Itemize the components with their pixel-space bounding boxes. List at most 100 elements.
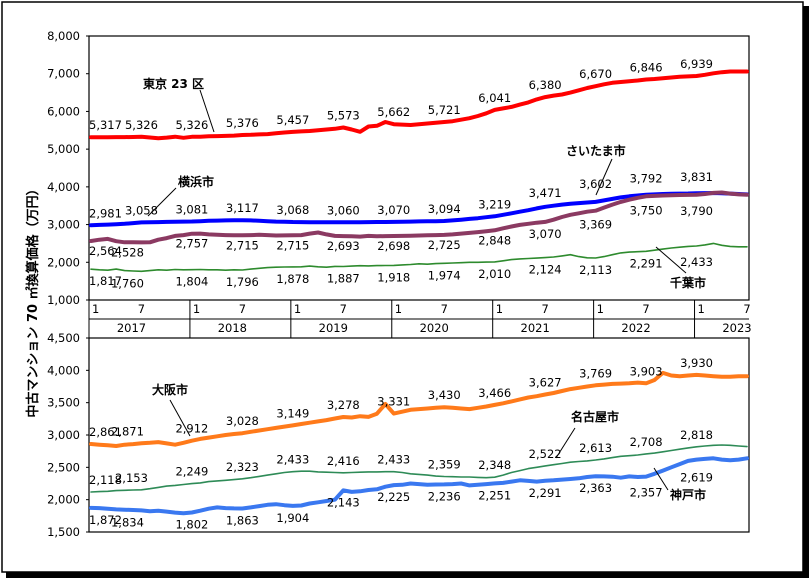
data-label-yokohama: 3,750	[630, 203, 663, 217]
data-label-kobe: 2,291	[529, 486, 562, 500]
data-label-tokyo-23: 6,670	[579, 67, 612, 81]
data-label-yokohama: 2,715	[276, 238, 309, 252]
y-tick-label: 3,000	[47, 428, 80, 442]
data-label-yokohama: 2,715	[226, 238, 259, 252]
data-label-chiba: 2,124	[529, 263, 562, 277]
x-tick-label: 7	[541, 302, 548, 316]
y-tick-label: 2,500	[47, 460, 80, 474]
series-line-osaka	[89, 370, 749, 448]
series-name-leader-nagoya	[555, 427, 576, 459]
data-label-yokohama: 2,757	[175, 237, 208, 251]
series-name-osaka: 大阪市	[152, 382, 188, 397]
data-label-kobe: 1,904	[276, 511, 309, 525]
series-name-yokohama: 横浜市	[178, 174, 214, 189]
series-line-tokyo-23	[89, 69, 749, 141]
data-label-chiba: 1,918	[377, 270, 410, 284]
x-tick-label: 7	[642, 302, 649, 316]
data-label-nagoya: 2,118	[89, 473, 122, 487]
series-name-leader-chiba	[655, 246, 687, 274]
y-axis-label: 中古マンション 70 ㎡換算価格（万円）	[25, 182, 41, 417]
data-label-chiba: 2,433	[680, 255, 713, 269]
data-label-kobe: 2,236	[428, 489, 461, 503]
series-line-chiba	[90, 242, 748, 273]
y-tick-label: 3,000	[47, 218, 80, 232]
x-tick-label: 7	[743, 302, 750, 316]
x-year-label: 2022	[621, 321, 650, 335]
y-tick-label: 6,000	[47, 104, 80, 118]
data-label-kobe: 2,363	[579, 481, 612, 495]
data-label-tokyo-23: 5,573	[327, 109, 360, 123]
data-label-osaka: 3,430	[428, 388, 461, 402]
top-chart: 1,000 2,000 3,000 4,000 5,000 6,000 7,000 8,000…	[47, 29, 749, 307]
series-name-leader-osaka	[169, 399, 191, 437]
data-label-saitama: 3,094	[428, 202, 461, 216]
series-name-tokyo-23: 東京 23 区	[143, 76, 204, 91]
data-label-kobe: 2,143	[327, 495, 360, 509]
data-label-osaka: 2,861	[89, 425, 122, 439]
data-label-kobe: 1,834	[111, 515, 144, 529]
x-tick-label: 1	[395, 302, 402, 316]
data-label-osaka: 2,912	[175, 422, 208, 436]
x-year-label: 2023	[722, 321, 751, 335]
series-name-leader-kobe	[653, 467, 669, 491]
data-label-tokyo-23: 5,326	[125, 118, 158, 132]
data-label-osaka: 3,466	[478, 386, 511, 400]
data-label-chiba: 1,796	[226, 275, 259, 289]
data-label-nagoya: 2,818	[680, 428, 713, 442]
data-label-nagoya: 2,433	[377, 453, 410, 467]
data-label-kobe: 1,863	[226, 514, 259, 528]
data-label-tokyo-23: 5,326	[175, 118, 208, 132]
x-year-label: 2017	[117, 321, 146, 335]
data-label-tokyo-23: 5,317	[89, 118, 122, 132]
series-line-kobe	[89, 456, 749, 516]
y-tick-label: 3,500	[47, 396, 80, 410]
y-tick-label: 8,000	[47, 29, 80, 43]
y-tick-label: 2,000	[47, 493, 80, 507]
bottom-chart: 1,500 2,000 2,500 3,000 3,500 4,000 4,500 2,861…	[47, 331, 749, 539]
data-label-nagoya: 2,708	[630, 435, 663, 449]
series-name-saitama: さいたま市	[566, 143, 626, 158]
data-label-chiba: 1,817	[89, 274, 122, 288]
data-label-chiba: 1,974	[428, 268, 461, 282]
x-year-label: 2021	[521, 321, 550, 335]
x-year-label: 2019	[319, 321, 348, 335]
bottom-plot-area	[88, 337, 750, 533]
series-name-kobe: 神戸市	[670, 487, 706, 502]
data-label-saitama: 3,831	[680, 170, 713, 184]
data-label-tokyo-23: 6,846	[630, 61, 663, 75]
data-label-chiba: 1,760	[111, 276, 144, 290]
data-label-nagoya: 2,416	[327, 454, 360, 468]
data-label-nagoya: 2,249	[175, 465, 208, 479]
series-line-yokohama	[89, 190, 749, 245]
data-label-kobe: 2,357	[630, 486, 663, 500]
data-label-saitama: 3,068	[276, 203, 309, 217]
y-tick-label: 1,000	[47, 293, 80, 307]
data-label-chiba: 1,878	[276, 272, 309, 286]
data-label-osaka: 3,903	[630, 364, 663, 378]
data-label-tokyo-23: 5,457	[276, 113, 309, 127]
x-tick-label: 7	[340, 302, 347, 316]
data-label-saitama: 2,981	[89, 206, 122, 220]
x-tick-label: 1	[92, 302, 99, 316]
data-label-yokohama: 2,564	[89, 244, 122, 258]
data-label-tokyo-23: 6,380	[529, 78, 562, 92]
y-tick-label: 4,000	[47, 180, 80, 194]
data-label-tokyo-23: 5,662	[377, 105, 410, 119]
data-label-nagoya: 2,323	[226, 460, 259, 474]
data-label-saitama: 3,081	[175, 203, 208, 217]
data-label-nagoya: 2,348	[478, 458, 511, 472]
data-label-yokohama: 3,790	[680, 204, 713, 218]
data-label-tokyo-23: 6,041	[478, 91, 511, 105]
x-tick-label: 7	[239, 302, 246, 316]
series-name-leader-tokyo-23	[199, 89, 215, 133]
x-tick-label: 1	[698, 302, 705, 316]
x-tick-label: 7	[138, 302, 145, 316]
data-label-yokohama: 3,369	[579, 218, 612, 232]
data-label-yokohama: 3,070	[529, 227, 562, 241]
data-label-saitama: 3,792	[630, 172, 663, 186]
data-label-saitama: 3,471	[529, 186, 562, 200]
x-tick-label: 1	[294, 302, 301, 316]
data-label-kobe: 1,802	[175, 517, 208, 531]
